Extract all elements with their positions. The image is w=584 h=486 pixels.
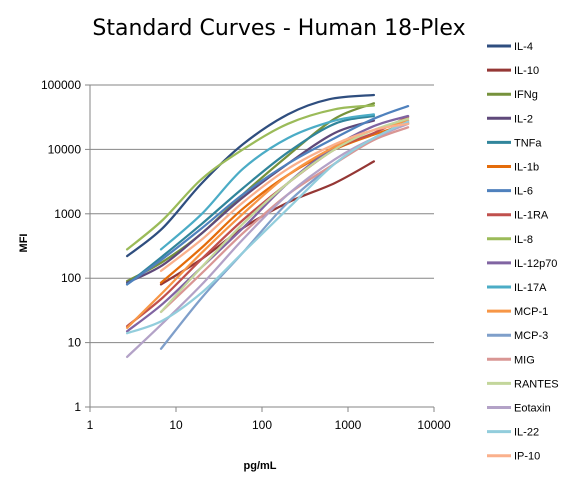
legend-label-eotaxin: Eotaxin xyxy=(514,403,551,415)
y-tick-label-5: 100000 xyxy=(41,78,81,92)
series-line-eotaxin xyxy=(125,122,410,359)
legend-item-il-12p70: IL-12p70 xyxy=(487,258,557,270)
series-line-il-6 xyxy=(125,104,410,286)
legend-label-il-8: IL-8 xyxy=(514,234,533,246)
series-line-tnfa xyxy=(125,114,376,286)
series-line-il-2 xyxy=(125,119,376,284)
series-line-rantes xyxy=(159,117,410,314)
x-axis-label: pg/mL xyxy=(244,460,277,472)
legend-label-mcp-1: MCP-1 xyxy=(514,306,548,318)
series-line-ip-10 xyxy=(159,122,410,273)
series-line-il-8 xyxy=(125,104,376,251)
legend-item-il-1b: IL-1b xyxy=(487,162,539,174)
x-ticks: 1 10 100 1000 10000 xyxy=(87,407,451,432)
legend-item-il-4: IL-4 xyxy=(487,41,533,53)
legend-label-il-1b: IL-1b xyxy=(514,162,539,174)
x-tick-label-2: 100 xyxy=(252,418,272,432)
series-line-il-22 xyxy=(125,120,410,335)
legend-label-il-4: IL-4 xyxy=(514,41,533,53)
legend-item-il-8: IL-8 xyxy=(487,234,533,246)
legend-item-il-2: IL-2 xyxy=(487,113,533,125)
series-group xyxy=(125,93,410,359)
legend-item-eotaxin: Eotaxin xyxy=(487,403,551,415)
legend-item-ip-10: IP-10 xyxy=(487,451,540,463)
x-tick-label-4: 10000 xyxy=(417,418,451,432)
legend-item-il-22: IL-22 xyxy=(487,427,539,439)
legend-item-tnfa: TNFa xyxy=(487,137,542,149)
y-tick-label-4: 10000 xyxy=(48,142,82,156)
legend-label-mcp-3: MCP-3 xyxy=(514,330,548,342)
legend-label-il-2: IL-2 xyxy=(514,113,533,125)
y-tick-label-3: 1000 xyxy=(54,207,81,221)
legend-label-rantes: RANTES xyxy=(514,378,559,390)
legend-label-il-1ra: IL-1RA xyxy=(514,210,549,222)
legend-label-ifng: IFNg xyxy=(514,89,538,101)
y-axis-label: MFI xyxy=(18,234,30,253)
legend-label-il-6: IL-6 xyxy=(514,186,533,198)
x-tick-label-0: 1 xyxy=(87,418,94,432)
legend-label-il-12p70: IL-12p70 xyxy=(514,258,557,270)
series-line-il-1ra xyxy=(125,115,410,328)
legend-item-rantes: RANTES xyxy=(487,378,559,390)
x-tick-label-3: 1000 xyxy=(335,418,362,432)
y-tick-label-1: 10 xyxy=(68,336,82,350)
series-line-il-12p70 xyxy=(125,114,410,333)
chart-title: Standard Curves - Human 18-Plex xyxy=(92,16,465,41)
legend-item-il-1ra: IL-1RA xyxy=(487,210,549,222)
y-ticks: 1 10 100 1000 10000 100000 xyxy=(41,78,90,414)
y-tick-label-0: 1 xyxy=(74,400,81,414)
legend-label-mig: MIG xyxy=(514,354,535,366)
legend-item-il-10: IL-10 xyxy=(487,65,539,77)
legend-item-ifng: IFNg xyxy=(487,89,538,101)
legend-item-mcp-3: MCP-3 xyxy=(487,330,548,342)
legend-item-mcp-1: MCP-1 xyxy=(487,306,548,318)
legend-item-mig: MIG xyxy=(487,354,535,366)
legend-label-ip-10: IP-10 xyxy=(514,451,540,463)
legend-label-tnfa: TNFa xyxy=(514,137,542,149)
y-tick-label-2: 100 xyxy=(61,271,81,285)
legend-label-il-22: IL-22 xyxy=(514,427,539,439)
legend-label-il-17a: IL-17A xyxy=(514,282,547,294)
legend-item-il-6: IL-6 xyxy=(487,186,533,198)
legend: IL-4 IL-10 IFNg IL-2 TNFa IL-1b IL-6 IL-1RA IL-8… xyxy=(487,41,559,463)
series-line-il-4 xyxy=(125,93,376,258)
legend-item-il-17a: IL-17A xyxy=(487,282,547,294)
legend-label-il-10: IL-10 xyxy=(514,65,539,77)
x-tick-label-1: 10 xyxy=(169,418,183,432)
series-line-il-17a xyxy=(159,113,376,251)
